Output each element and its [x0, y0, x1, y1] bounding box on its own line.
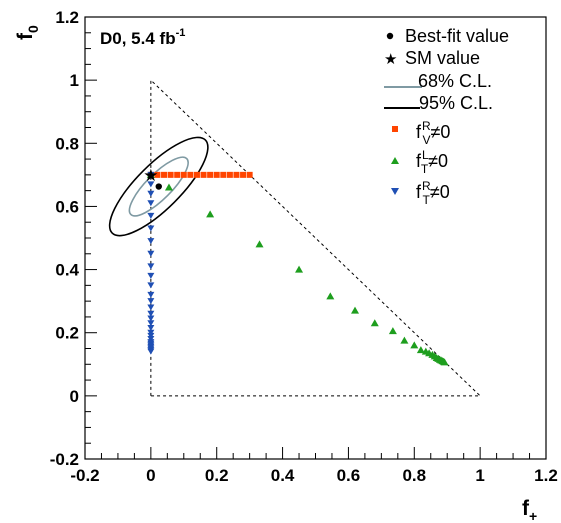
legend: Best-fit value ★ SM value 68% C.L. 95% C… [384, 26, 509, 207]
y-tick-label: 0.4 [55, 261, 79, 280]
marker-fTR [147, 250, 155, 257]
legend-fTL-label: fL T≠0 [416, 148, 448, 176]
legend-best-fit-label: Best-fit value [405, 26, 509, 46]
x-tick-label: 1.2 [534, 466, 558, 485]
marker-fTR [147, 332, 155, 339]
marker-fTL [388, 327, 397, 335]
marker-fTR [147, 190, 155, 197]
marker-fTL [410, 341, 419, 349]
x-tick-label: 1 [475, 466, 484, 485]
marker-fVR [174, 171, 181, 178]
marker-fVR [187, 171, 194, 178]
marker-fVR [193, 171, 200, 178]
y-tick-label: 0.8 [55, 134, 79, 153]
x-tick-label: -0.2 [70, 466, 99, 485]
marker-fVR [167, 171, 174, 178]
legend-fTR-marker [391, 188, 399, 195]
marker-fTL [255, 240, 264, 248]
annotation-label: D0, 5.4 fb-1 [100, 27, 185, 48]
marker-fTL [400, 336, 409, 344]
legend-95cl-label: 95% C.L. [419, 93, 493, 113]
reference-points-layer: ★ [143, 166, 162, 190]
y-tick-label: 0.2 [55, 324, 79, 343]
y-tick-label: -0.2 [50, 450, 79, 469]
marker-fTR [147, 225, 155, 232]
legend-68cl-label: 68% C.L. [418, 71, 492, 91]
y-tick-label: 0.6 [55, 197, 79, 216]
x-tick-label: 0.6 [337, 466, 361, 485]
legend-sm-label: SM value [405, 48, 480, 68]
marker-fTL [351, 306, 360, 314]
marker-fTR [147, 238, 155, 245]
sm-value-point: ★ [143, 166, 158, 185]
marker-fTR [147, 212, 155, 219]
marker-fTL [206, 210, 215, 218]
y-tick-label: 0 [70, 387, 79, 406]
marker-fTL [326, 292, 335, 300]
x-axis-title: f+ [522, 497, 537, 523]
legend-fVR-label: fR V≠0 [416, 119, 450, 147]
marker-fVR [226, 171, 233, 178]
marker-fTL [295, 265, 304, 273]
physical-boundary-triangle [150, 78, 482, 397]
marker-fTR [147, 272, 155, 279]
marker-fTL [164, 183, 173, 191]
marker-fVR [240, 171, 247, 178]
marker-fTL [440, 358, 449, 366]
marker-fVR [161, 171, 168, 178]
marker-fVR [154, 171, 161, 178]
marker-fTL [370, 319, 379, 327]
marker-fTR [147, 263, 155, 270]
physical-boundary-layer [150, 78, 482, 397]
marker-fTR [147, 282, 155, 289]
marker-fTR [147, 171, 155, 178]
marker-fTR [147, 310, 155, 317]
marker-fVR [233, 171, 240, 178]
marker-fTR [147, 320, 155, 327]
marker-fVR [213, 171, 220, 178]
legend-best-fit-marker [386, 32, 394, 40]
best-fit-point [155, 183, 162, 190]
marker-fTL [416, 346, 425, 354]
series-layer [146, 170, 449, 366]
marker-fTR [147, 324, 155, 331]
marker-fVR [220, 171, 227, 178]
marker-fTR [147, 200, 155, 207]
x-tick-label: 0.4 [271, 466, 295, 485]
marker-fVR [200, 171, 207, 178]
x-tick-label: 0.8 [402, 466, 426, 485]
marker-fVR [180, 171, 187, 178]
axis-ticks [84, 16, 547, 460]
legend-fVR-marker [392, 126, 398, 132]
marker-fTR [147, 348, 155, 355]
marker-fTR [147, 181, 155, 188]
y-tick-label: 1.2 [55, 8, 79, 27]
marker-fVR [207, 171, 214, 178]
marker-fVR [246, 171, 253, 178]
contour-95cl [108, 136, 209, 237]
legend-fTR-label: fR T≠0 [416, 179, 450, 207]
marker-fTR [147, 329, 155, 336]
marker-fTR [147, 315, 155, 322]
marker-fTR [147, 336, 155, 343]
tick-labels: -0.2 0 0.2 0.4 0.6 0.8 1 1.2 -0.2 0 0.2 0.4 0.6 0.8 1 1… [50, 8, 558, 485]
y-tick-label: 1 [70, 71, 79, 90]
marker-fTR [147, 291, 155, 298]
y-axis-title: f0 [14, 25, 41, 40]
marker-fTR [147, 298, 155, 305]
legend-sm-marker: ★ [384, 51, 397, 68]
x-tick-label: 0 [146, 466, 155, 485]
x-tick-label: 0.2 [205, 466, 229, 485]
marker-fTR [147, 304, 155, 311]
legend-fTL-marker [391, 157, 399, 164]
